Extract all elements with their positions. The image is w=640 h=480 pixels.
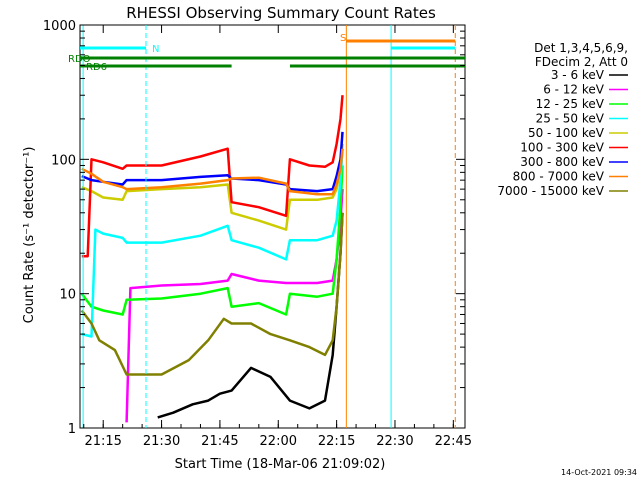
legend-label-50-100-kev: 50 - 100 keV — [528, 126, 605, 140]
x-axis-ticks: 21:15 21:30 21:45 22:00 22:15 22:30 22:45 — [83, 25, 472, 449]
series-line-800-7000-kev — [81, 148, 344, 196]
series-line-3-6-kev — [157, 212, 344, 419]
x-tick-label: 22:15 — [318, 434, 355, 449]
x-tick-label: 22:30 — [376, 434, 413, 449]
legend-label-6-12-kev: 6 - 12 keV — [543, 83, 605, 97]
series-line-25-50-kev — [81, 148, 344, 338]
series-line-50-100-kev — [81, 143, 344, 231]
marker-layer — [82, 25, 456, 428]
legend-header-2: FDecim 2, Att 0 — [535, 55, 628, 69]
timestamp: 14-Oct-2021 09:34 — [561, 468, 637, 477]
legend-label-12-25-kev: 12 - 25 keV — [536, 97, 605, 111]
series-line-7000-15000-kev — [80, 212, 344, 376]
flag-label-n: N — [152, 44, 159, 55]
chart-title: RHESSI Observing Summary Count Rates — [126, 4, 436, 22]
series-line-100-300-kev — [81, 95, 344, 258]
flag-label-s: S — [340, 33, 346, 44]
series-layer — [80, 95, 344, 423]
legend-label-3-6-kev: 3 - 6 keV — [551, 68, 605, 82]
x-tick-label: 21:15 — [84, 434, 121, 449]
flag-label-rdo: RDO — [68, 54, 91, 65]
y-axis-label: Count Rate (s⁻¹ detector⁻¹) — [22, 147, 37, 324]
y-axis-ticks: 1 10 100 1000 — [43, 19, 465, 437]
legend-label-800-7000-kev: 800 - 7000 keV — [513, 170, 605, 184]
x-tick-label: 21:45 — [201, 434, 238, 449]
plot-frame — [79, 24, 466, 429]
x-tick-label: 21:30 — [143, 434, 180, 449]
legend: Det 1,3,4,5,6,9, FDecim 2, Att 0 3 - 6 k… — [497, 41, 628, 198]
x-tick-label: 22:45 — [435, 434, 472, 449]
legend-label-100-300-kev: 100 - 300 keV — [520, 141, 604, 155]
x-tick-label: 22:00 — [260, 434, 297, 449]
flag-label-rd6: RD6 — [86, 62, 107, 73]
y-tick-label: 100 — [51, 153, 76, 168]
y-tick-label: 1000 — [43, 19, 76, 34]
x-axis-label: Start Time (18-Mar-06 21:09:02) — [175, 457, 386, 472]
legend-label-7000-15000-kev: 7000 - 15000 keV — [497, 184, 604, 198]
y-tick-label: 1 — [68, 422, 76, 437]
series-line-12-25-kev — [80, 165, 344, 316]
legend-label-25-50-kev: 25 - 50 keV — [536, 112, 605, 126]
legend-header-1: Det 1,3,4,5,6,9, — [534, 41, 628, 55]
y-tick-label: 10 — [59, 288, 76, 303]
legend-label-300-800-kev: 300 - 800 keV — [520, 155, 604, 169]
